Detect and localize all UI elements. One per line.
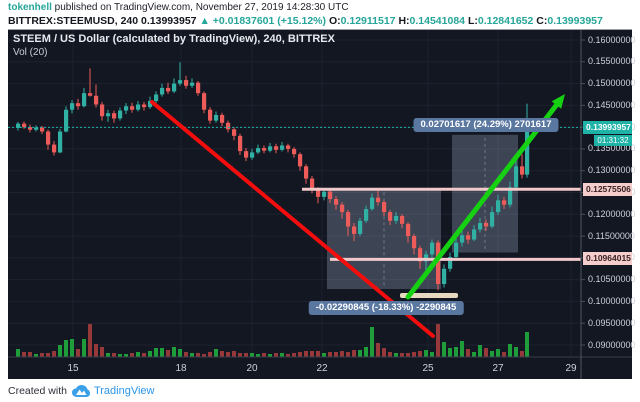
price-tick-label: 0.10500000: [588, 274, 636, 285]
volume-indicator-label[interactable]: Vol (20): [13, 47, 48, 58]
ohlc-low: L:0.12841652: [467, 15, 534, 27]
time-tick-label: 22: [316, 363, 328, 374]
price-tick-label: 0.15000000: [588, 78, 636, 89]
time-tick-label: 27: [492, 363, 504, 374]
price-tick-label: 0.09500000: [588, 317, 636, 328]
price-tick-label: 0.11500000: [588, 230, 635, 241]
last-price: 0.13993957: [141, 15, 197, 27]
tradingview-brand-link[interactable]: TradingView: [93, 385, 155, 397]
price-tick-label: 0.13500000: [588, 143, 636, 154]
time-tick-label: 18: [175, 363, 187, 374]
ohlc-high: H:0.14541084: [398, 15, 466, 27]
ohlc-close: C:0.13993957: [536, 15, 603, 27]
price-change: ▲ +0.01837601 (+15.12%): [199, 15, 327, 27]
price-tick-label: 0.15500000: [588, 56, 636, 67]
price-tick-label: 0.10000000: [588, 295, 636, 306]
bar-countdown-label: 01:31:32: [594, 135, 632, 146]
resistance-price-label: 0.12575506: [583, 183, 632, 196]
created-with-text: Created with: [8, 385, 67, 397]
symbol-line: BITTREX:STEEMUSD, 240 0.13993957 ▲ +0.01…: [8, 14, 632, 28]
chart-title: STEEM / US Dollar (calculated by Trading…: [13, 33, 335, 45]
ohlc-open: O:0.12911517: [328, 15, 396, 27]
measure-down-label[interactable]: -0.02290845 (-18.33%) -2290845: [308, 301, 464, 315]
tradingview-logo-icon[interactable]: [71, 384, 90, 398]
support-price-label: 0.10964015: [583, 252, 632, 265]
snapshot-header: tokenhell published on TradingView.com, …: [8, 1, 632, 28]
current-price-label: 0.13993957: [583, 121, 632, 134]
time-tick-label: 15: [67, 363, 79, 374]
price-tick-label: 0.09000000: [588, 339, 636, 350]
chart-area[interactable]: STEEM / US Dollar (calculated by Trading…: [8, 29, 636, 379]
price-tick-label: 0.13000000: [588, 165, 636, 176]
price-tick-label: 0.14500000: [588, 99, 636, 110]
time-tick-label: 25: [422, 363, 434, 374]
footer: Created with TradingView: [8, 382, 155, 400]
author-link[interactable]: tokenhell: [8, 2, 52, 13]
price-tick-label: 0.12000000: [588, 208, 636, 219]
time-tick-label: 29: [565, 363, 577, 374]
publish-text: published on TradingView.com, November 2…: [51, 2, 349, 13]
measure-up-label[interactable]: 0.02701617 (24.29%) 2701617: [413, 118, 559, 132]
candlestick-plot[interactable]: [8, 30, 632, 379]
publish-line: tokenhell published on TradingView.com, …: [8, 1, 632, 14]
symbol-name[interactable]: BITTREX:STEEMUSD, 240: [8, 15, 139, 27]
time-tick-label: 20: [246, 363, 258, 374]
price-tick-label: 0.16000000: [588, 34, 636, 45]
